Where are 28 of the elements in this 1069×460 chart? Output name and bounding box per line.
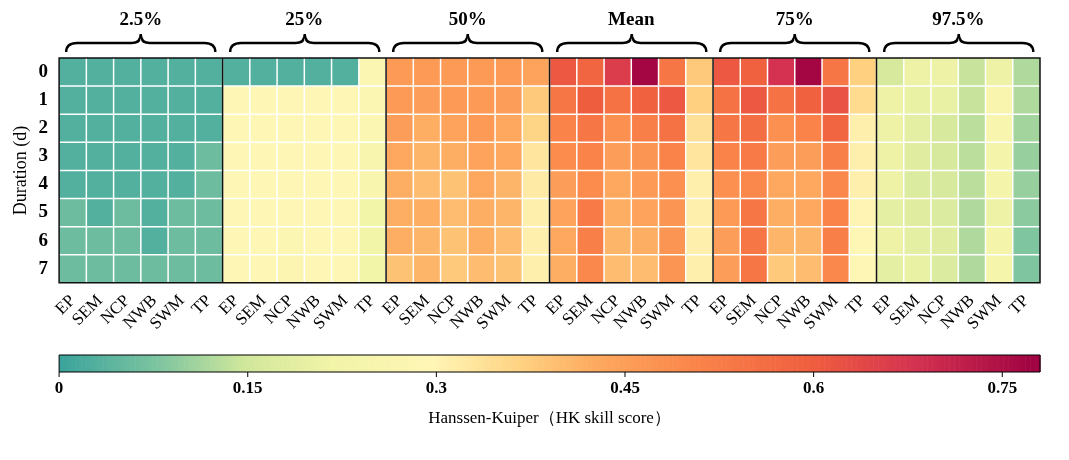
y-tick-label: 4	[38, 172, 49, 194]
x-tick-label: TP	[350, 290, 379, 319]
text: Mean	[608, 8, 655, 29]
text: 97.5%	[932, 8, 985, 29]
y-tick-label: 5	[38, 200, 49, 222]
text: 25%	[285, 8, 324, 29]
y-tick-label: 2	[38, 116, 49, 138]
x-tick-label: TP	[187, 290, 215, 319]
text: 2.5%	[119, 8, 163, 29]
color-bar-label: 0.6	[803, 377, 825, 397]
color-bar-label: 0	[54, 377, 64, 397]
x-tick-label: TP	[1004, 290, 1033, 319]
y-tick-label: 3	[38, 144, 49, 166]
text: 75%	[775, 8, 814, 29]
color-bar-title: Hanssen-Kuiper（HK skill score）	[428, 407, 671, 427]
x-tick-label: TP	[514, 290, 542, 319]
color-bar-label: 0.3	[425, 377, 447, 397]
text: 50%	[448, 8, 487, 29]
y-tick-label: 1	[38, 88, 49, 110]
x-tick-label: TP	[841, 290, 869, 319]
y-tick-label: 6	[38, 228, 49, 250]
y-tick-label: 0	[38, 59, 49, 81]
y-tick-label: 7	[38, 256, 49, 278]
color-bar-label: 0.75	[987, 377, 1018, 397]
y-axis-title: Duration (d)	[9, 125, 31, 216]
color-bar-label: 0.45	[610, 377, 640, 397]
color-bar-label: 0.15	[232, 377, 263, 397]
x-tick-label: TP	[677, 290, 706, 319]
